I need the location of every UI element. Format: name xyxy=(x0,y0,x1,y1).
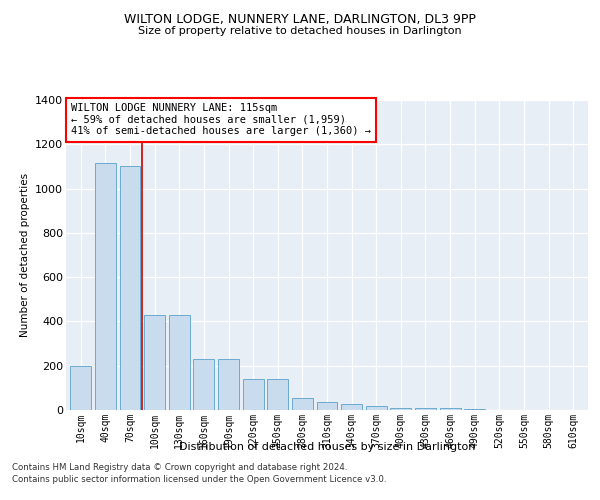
Bar xyxy=(440,408,461,410)
Text: Distribution of detached houses by size in Darlington: Distribution of detached houses by size … xyxy=(179,442,475,452)
Bar xyxy=(366,406,387,410)
Bar xyxy=(95,163,116,410)
Text: WILTON LODGE NUNNERY LANE: 115sqm
← 59% of detached houses are smaller (1,959)
4: WILTON LODGE NUNNERY LANE: 115sqm ← 59% … xyxy=(71,103,371,136)
Bar xyxy=(317,402,337,410)
Y-axis label: Number of detached properties: Number of detached properties xyxy=(20,173,29,337)
Text: Contains public sector information licensed under the Open Government Licence v3: Contains public sector information licen… xyxy=(12,475,386,484)
Text: WILTON LODGE, NUNNERY LANE, DARLINGTON, DL3 9PP: WILTON LODGE, NUNNERY LANE, DARLINGTON, … xyxy=(124,12,476,26)
Bar xyxy=(292,398,313,410)
Text: Size of property relative to detached houses in Darlington: Size of property relative to detached ho… xyxy=(138,26,462,36)
Bar xyxy=(70,366,91,410)
Bar xyxy=(341,404,362,410)
Bar xyxy=(169,315,190,410)
Bar xyxy=(193,359,214,410)
Bar xyxy=(119,166,140,410)
Text: Contains HM Land Registry data © Crown copyright and database right 2024.: Contains HM Land Registry data © Crown c… xyxy=(12,464,347,472)
Bar xyxy=(464,409,485,410)
Bar xyxy=(242,379,263,410)
Bar xyxy=(267,379,288,410)
Bar xyxy=(391,408,412,410)
Bar xyxy=(415,408,436,410)
Bar xyxy=(218,359,239,410)
Bar xyxy=(144,315,165,410)
